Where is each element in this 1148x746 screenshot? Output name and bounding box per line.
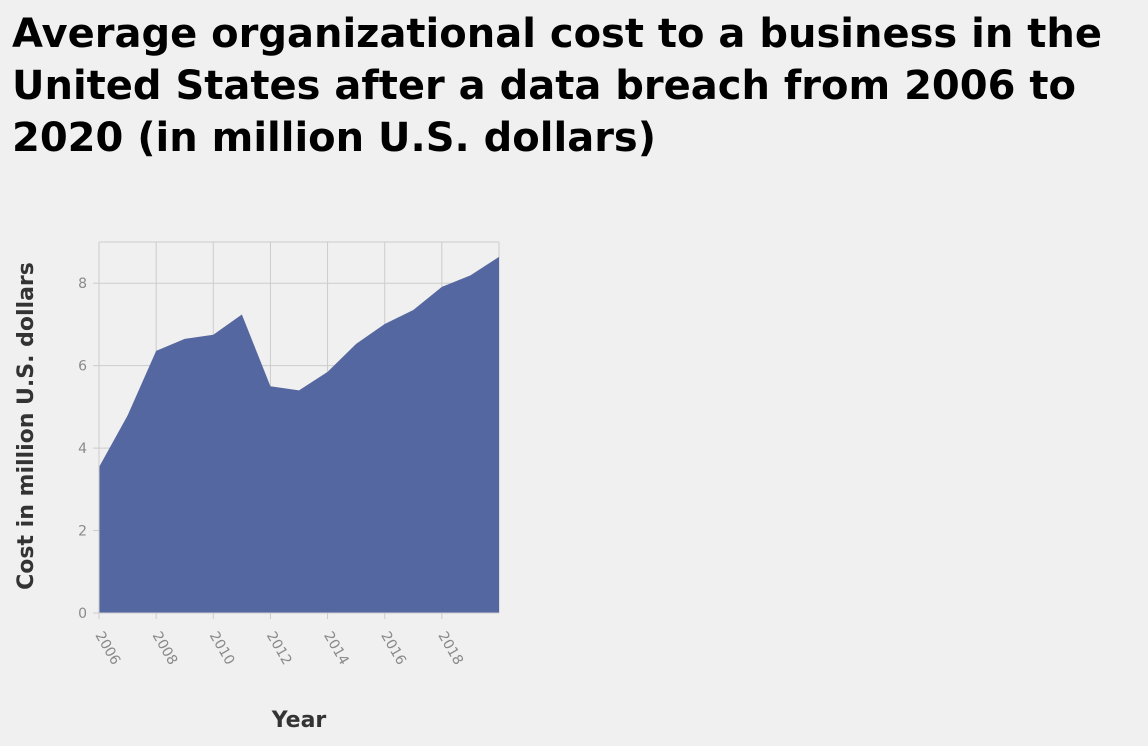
x-tick-label: 2014 <box>320 629 352 668</box>
y-axis-title: Cost in million U.S. dollars <box>14 262 39 590</box>
chart-title: Average organizational cost to a busines… <box>12 11 1102 161</box>
y-tick-label: 2 <box>78 524 87 540</box>
x-tick-label: 2008 <box>149 629 181 668</box>
data-point <box>411 308 415 312</box>
data-point <box>383 322 387 326</box>
x-tick-label: 2016 <box>377 629 409 668</box>
x-tick-label: 2012 <box>263 629 295 668</box>
data-point <box>354 342 358 346</box>
data-point <box>154 349 158 353</box>
y-tick-label: 8 <box>78 276 87 292</box>
data-point <box>268 384 272 388</box>
y-tick-label: 0 <box>78 606 87 622</box>
data-point <box>126 414 130 418</box>
data-point <box>468 273 472 277</box>
data-point <box>440 285 444 289</box>
data-point <box>240 313 244 317</box>
data-point <box>326 370 330 374</box>
x-tick-label: 2006 <box>92 629 124 668</box>
x-tick-label: 2018 <box>434 629 466 668</box>
area-series <box>99 255 501 613</box>
x-tick-label: 2010 <box>206 629 238 668</box>
y-tick-label: 4 <box>78 441 87 457</box>
data-point <box>183 337 187 341</box>
y-tick-label: 6 <box>78 359 87 375</box>
area-fill <box>99 256 499 613</box>
data-point <box>211 333 215 337</box>
x-axis-title: Year <box>271 708 327 733</box>
data-point <box>497 255 501 259</box>
data-point <box>297 388 301 392</box>
